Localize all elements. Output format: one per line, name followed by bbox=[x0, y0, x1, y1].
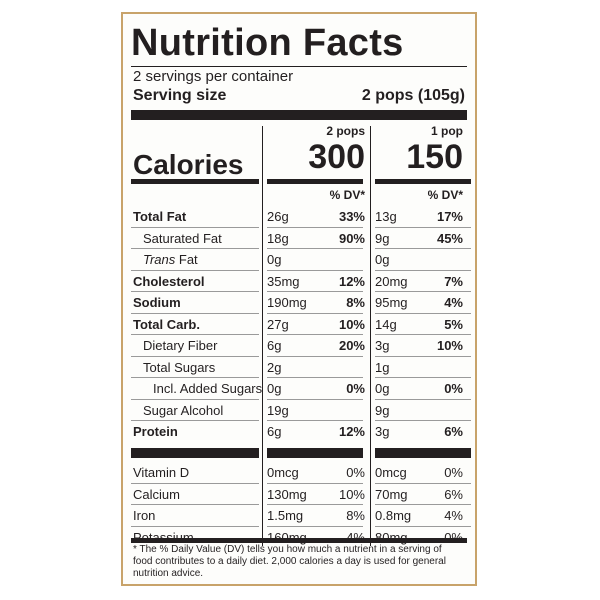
nutrients-row: Sugar Alcohol 19g 9g bbox=[131, 400, 467, 421]
nutrient-name: Total Fat bbox=[133, 209, 187, 224]
serving-size-value: 2 pops (105g) bbox=[361, 87, 465, 104]
amount-col1: 1.5mg bbox=[267, 508, 304, 523]
amount-col1: 130mg bbox=[267, 486, 307, 502]
amount-col2: 20mg bbox=[375, 273, 408, 289]
servings-per-container: 2 servings per container bbox=[133, 68, 294, 85]
dv-col2: 17% bbox=[436, 209, 463, 224]
amount-col2: 0g bbox=[375, 252, 390, 267]
dv-col1: 12% bbox=[338, 424, 365, 439]
nutrition-label: Nutrition Facts 2 servings per container… bbox=[131, 14, 471, 584]
footnote: * The % Daily Value (DV) tells you how m… bbox=[133, 544, 446, 579]
nutrients-row: Incl. Added Sugars 0g 0% 0g 0% bbox=[131, 378, 467, 399]
amount-col2: 3g bbox=[375, 424, 390, 439]
label-title: Nutrition Facts bbox=[131, 22, 404, 64]
nutrient-name: Dietary Fiber bbox=[143, 338, 218, 353]
amount-col1: 0g bbox=[267, 252, 282, 267]
amount-col1: 18g bbox=[267, 230, 289, 246]
col2-dv-header: % DV* bbox=[427, 188, 463, 202]
nutrient-name: Sodium bbox=[133, 295, 181, 310]
amount-col1: 19g bbox=[267, 402, 289, 418]
col1-calories: 300 bbox=[308, 138, 365, 176]
dv-col2: 5% bbox=[444, 316, 463, 332]
amount-col1: 0mcg bbox=[267, 465, 299, 480]
amount-col1: 6g bbox=[267, 338, 282, 353]
col1-header: 2 pops bbox=[326, 124, 365, 138]
amount-col2: 0.8mg bbox=[375, 508, 412, 523]
nutrient-name: Incl. Added Sugars bbox=[153, 381, 263, 396]
nutrients-row: Total Sugars 2g 1g bbox=[131, 357, 467, 378]
vitamins-row: Calcium 130mg 10% 70mg 6% bbox=[131, 484, 467, 505]
col1-dv-header: % DV* bbox=[329, 188, 365, 202]
nutrients-row: Cholesterol 35mg 12% 20mg 7% bbox=[131, 271, 467, 292]
dv-col2: 4% bbox=[444, 295, 463, 310]
dv-col1: 20% bbox=[338, 338, 365, 353]
nutrient-name: Total Sugars bbox=[143, 359, 216, 375]
vitamins-row: Vitamin D 0mcg 0% 0mcg 0% bbox=[131, 462, 467, 483]
thick-divider bbox=[131, 110, 467, 120]
dv-col1: 90% bbox=[338, 230, 365, 246]
calories-label: Calories bbox=[133, 149, 244, 180]
nutrients-row: Dietary Fiber 6g 20% 3g 10% bbox=[131, 335, 467, 356]
dv-col1: 8% bbox=[346, 295, 365, 310]
amount-col2: 1g bbox=[375, 359, 390, 375]
dv-col2: 7% bbox=[444, 273, 463, 289]
nutrients-row: Sodium 190mg 8% 95mg 4% bbox=[131, 292, 467, 313]
amount-col2: 0g bbox=[375, 381, 390, 396]
nutrient-name: Iron bbox=[133, 508, 156, 523]
nutrients-row: Total Carb. 27g 10% 14g 5% bbox=[131, 314, 467, 335]
dv-col2: 0% bbox=[444, 381, 463, 396]
nutrients-row: Total Fat 26g 33% 13g 17% bbox=[131, 206, 467, 227]
nutrient-name: Protein bbox=[133, 424, 178, 439]
nutrient-name: Trans Fat bbox=[143, 252, 198, 267]
amount-col2: 9g bbox=[375, 230, 390, 246]
amount-col2: 70mg bbox=[375, 486, 408, 502]
amount-col2: 95mg bbox=[375, 295, 408, 310]
dv-col2: 0% bbox=[444, 465, 463, 480]
vitamins-row: Iron 1.5mg 8% 0.8mg 4% bbox=[131, 505, 467, 526]
amount-col2: 14g bbox=[375, 316, 397, 332]
amount-col2: 0mcg bbox=[375, 465, 407, 480]
amount-col1: 26g bbox=[267, 209, 289, 224]
nutrients-row: Saturated Fat 18g 90% 9g 45% bbox=[131, 228, 467, 249]
dv-col1: 12% bbox=[338, 273, 365, 289]
amount-col2: 13g bbox=[375, 209, 397, 224]
col2-calories: 150 bbox=[406, 138, 463, 176]
amount-col1: 0g bbox=[267, 381, 282, 396]
amount-col1: 35mg bbox=[267, 273, 300, 289]
nutrients-row: Trans Fat 0g 0g bbox=[131, 249, 467, 270]
dv-col2: 45% bbox=[436, 230, 463, 246]
amount-col1: 190mg bbox=[267, 295, 307, 310]
dv-col1: 10% bbox=[338, 316, 365, 332]
dv-col2: 6% bbox=[444, 424, 463, 439]
amount-col1: 6g bbox=[267, 424, 282, 439]
dv-col2: 4% bbox=[444, 508, 463, 523]
nutrient-name: Sugar Alcohol bbox=[143, 402, 224, 418]
nutrient-name: Total Carb. bbox=[133, 316, 200, 332]
amount-col2: 9g bbox=[375, 402, 390, 418]
dv-col1: 0% bbox=[346, 465, 365, 480]
amount-col1: 2g bbox=[267, 359, 282, 375]
amount-col2: 3g bbox=[375, 338, 390, 353]
dv-col1: 0% bbox=[346, 381, 365, 396]
nutrient-name: Calcium bbox=[133, 486, 180, 502]
dv-col1: 33% bbox=[338, 209, 365, 224]
nutrients-row: Protein 6g 12% 3g 6% bbox=[131, 421, 467, 442]
amount-col1: 27g bbox=[267, 316, 289, 332]
dv-col2: 6% bbox=[444, 486, 463, 502]
serving-size-label: Serving size bbox=[133, 87, 227, 104]
dv-col1: 8% bbox=[346, 508, 365, 523]
nutrition-facts-panel: Nutrition Facts 2 servings per container… bbox=[121, 12, 477, 586]
dv-col2: 10% bbox=[436, 338, 463, 353]
nutrient-name: Vitamin D bbox=[133, 465, 190, 480]
nutrient-name: Saturated Fat bbox=[143, 230, 222, 246]
dv-col1: 10% bbox=[338, 486, 365, 502]
nutrient-name: Cholesterol bbox=[133, 273, 205, 289]
col2-header: 1 pop bbox=[431, 124, 463, 138]
